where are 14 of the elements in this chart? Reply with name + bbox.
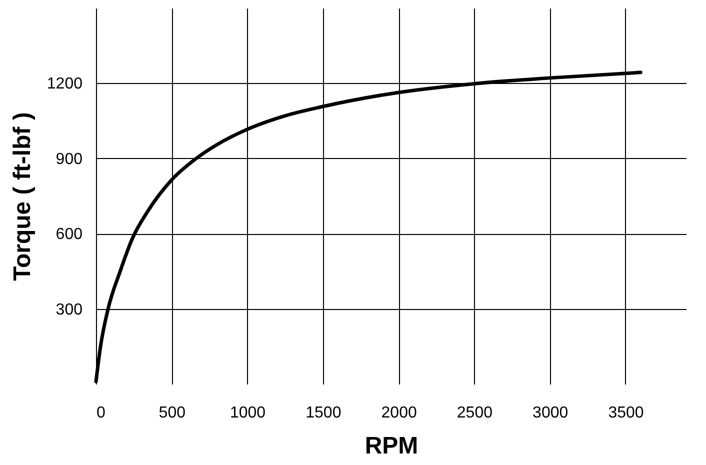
x-tick-label: 500 (158, 404, 186, 422)
y-tick-label: 900 (56, 150, 83, 168)
x-axis-title: RPM (364, 432, 418, 460)
x-tick-label: 0 (96, 404, 106, 422)
x-tick-label: 2500 (456, 404, 493, 422)
x-tick-label: 1000 (230, 404, 266, 422)
x-tick-label: 3500 (608, 404, 644, 422)
y-tick-label: 600 (56, 226, 83, 244)
y-axis-title: Torque ( ft-lbf ) (8, 112, 36, 281)
x-tick-label: 1500 (306, 404, 342, 422)
x-tick-label: 2000 (381, 404, 417, 422)
x-tick-label: 3000 (532, 404, 568, 422)
y-tick-label: 1200 (46, 76, 83, 93)
y-tick-label: 300 (56, 301, 83, 318)
